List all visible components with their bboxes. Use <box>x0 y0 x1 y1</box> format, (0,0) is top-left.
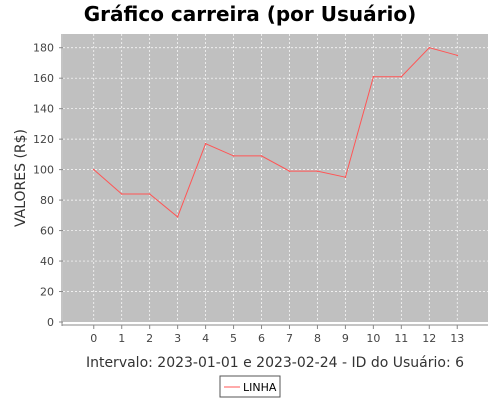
axes <box>61 34 488 326</box>
x-tick-label: 4 <box>202 332 209 345</box>
x-axis-ticks: 0 1 2 3 4 5 6 7 8 9 10 11 12 13 <box>90 325 464 345</box>
y-tick-label: 60 <box>40 225 54 238</box>
y-tick-label: 140 <box>33 103 54 116</box>
y-tick-label: 20 <box>40 286 54 299</box>
data-point <box>456 54 459 57</box>
x-tick-label: 11 <box>394 332 408 345</box>
data-point <box>372 75 375 78</box>
x-tick-label: 6 <box>258 332 265 345</box>
data-point <box>92 168 95 171</box>
x-axis-label: Intervalo: 2023-01-01 e 2023-02-24 - ID … <box>86 355 464 371</box>
series-line <box>93 47 458 218</box>
legend-box <box>219 375 281 398</box>
x-tick-label: 12 <box>422 332 436 345</box>
x-tick-label: 10 <box>366 332 380 345</box>
plot-area <box>63 34 488 322</box>
x-tick-label: 0 <box>90 332 97 345</box>
x-tick-label: 13 <box>450 332 464 345</box>
y-tick-label: 40 <box>40 255 54 268</box>
x-tick-label: 9 <box>342 332 349 345</box>
legend: LINHA <box>219 375 281 398</box>
y-axis-label: VALORES (R$) <box>13 129 29 227</box>
x-tick-label: 1 <box>118 332 125 345</box>
x-tick-label: 7 <box>286 332 293 345</box>
legend-label: LINHA <box>243 381 277 394</box>
data-point <box>232 155 235 157</box>
y-tick-label: 80 <box>40 194 54 207</box>
x-tick-label: 5 <box>230 332 237 345</box>
y-tick-label: 100 <box>33 164 54 177</box>
series-group <box>92 46 459 218</box>
data-point <box>428 46 431 49</box>
data-point <box>260 155 263 157</box>
data-point <box>400 75 403 78</box>
data-point <box>344 176 347 179</box>
data-point <box>148 193 151 195</box>
data-point <box>176 216 179 218</box>
y-tick-label: 180 <box>33 42 54 55</box>
chart-title: Gráfico carreira (por Usuário) <box>84 2 416 26</box>
x-tick-label: 3 <box>174 332 181 345</box>
y-axis-ticks: 0 20 40 60 80 100 120 140 160 180 <box>33 42 63 329</box>
data-point <box>288 170 291 172</box>
data-point <box>204 142 207 145</box>
y-tick-label: 160 <box>33 72 54 85</box>
x-tick-label: 8 <box>314 332 321 345</box>
y-tick-label: 120 <box>33 133 54 146</box>
data-point <box>316 170 319 172</box>
data-point <box>120 193 123 195</box>
y-tick-label: 0 <box>47 316 54 329</box>
x-tick-label: 2 <box>146 332 153 345</box>
